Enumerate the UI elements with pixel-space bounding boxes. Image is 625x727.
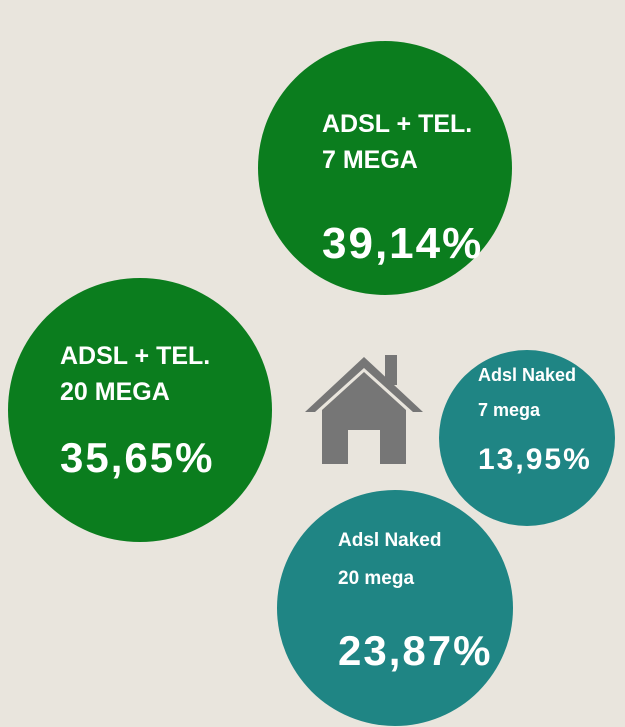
bubble [277,490,513,726]
bubble-label: ADSL + TEL. [322,110,472,138]
bubble-label: ADSL + TEL. [60,342,210,370]
bubble-label: 7 MEGA [322,146,418,174]
value-label: 13,95% [478,443,592,476]
bubble-label: 20 mega [338,568,414,589]
bubble [258,41,512,295]
bubble [439,350,615,526]
bubble-label: 20 MEGA [60,378,170,406]
bubble-label: 7 mega [478,400,541,420]
value-label: 39,14% [322,219,483,268]
house-icon [305,355,423,464]
bubble-label: Adsl Naked [478,365,576,385]
bubble-label: Adsl Naked [338,530,441,551]
value-label: 23,87% [338,627,492,674]
bubble [8,278,272,542]
value-label: 35,65% [60,434,214,481]
